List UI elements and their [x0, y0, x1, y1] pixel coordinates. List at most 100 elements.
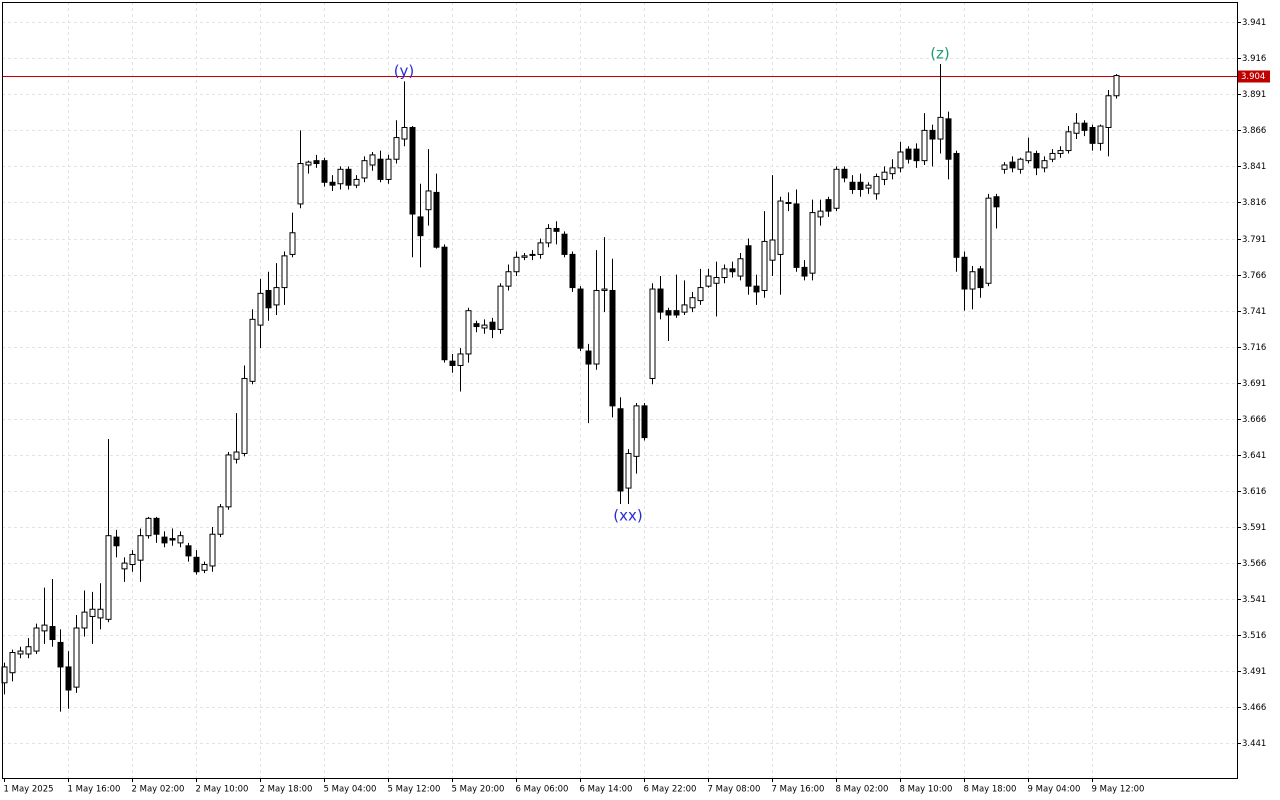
candle-body: [1009, 161, 1016, 169]
candle: [113, 529, 120, 558]
candle: [225, 452, 232, 510]
candle-body: [825, 199, 832, 212]
candle-body: [313, 160, 320, 165]
candle: [17, 646, 24, 659]
candle: [433, 173, 440, 249]
candle: [953, 150, 960, 272]
candle: [569, 251, 576, 292]
x-tick-label: 6 May 22:00: [644, 785, 697, 795]
candle-body: [1073, 122, 1080, 134]
candle: [89, 591, 96, 644]
candle: [369, 152, 376, 171]
candle: [761, 211, 768, 298]
candle-body: [89, 608, 96, 617]
candle-body: [473, 323, 480, 328]
candle: [57, 629, 64, 712]
candle: [1081, 120, 1088, 137]
candle: [473, 320, 480, 333]
candle-body: [57, 641, 64, 668]
candle: [409, 126, 416, 258]
x-tick-label: 6 May 14:00: [580, 785, 633, 795]
candle-body: [809, 212, 816, 274]
candle: [105, 439, 112, 623]
candle-body: [897, 151, 904, 169]
candle: [977, 265, 984, 298]
candle-body: [1105, 95, 1112, 128]
x-tick-label: 8 May 02:00: [836, 785, 889, 795]
candle: [9, 649, 16, 682]
y-tick-label: 3.766: [1242, 271, 1266, 281]
candle: [129, 550, 136, 572]
y-tick-label: 3.616: [1242, 487, 1266, 497]
candle: [321, 157, 328, 187]
candle-body: [753, 285, 760, 293]
candle: [881, 166, 888, 186]
candle: [1073, 113, 1080, 140]
candle-body: [481, 324, 488, 329]
candle-body: [393, 137, 400, 160]
candle: [457, 348, 464, 392]
candle-body: [25, 646, 32, 655]
candle-body: [729, 268, 736, 273]
candle: [185, 542, 192, 562]
candle-body: [665, 310, 672, 316]
candle-body: [1049, 152, 1056, 160]
candle-body: [497, 285, 504, 330]
candle-body: [769, 239, 776, 261]
candle: [993, 193, 1000, 229]
candle-body: [881, 171, 888, 180]
candle: [505, 264, 512, 291]
candle-body: [9, 652, 16, 674]
candle: [849, 175, 856, 194]
candle: [1017, 157, 1024, 174]
candle: [705, 268, 712, 288]
candle-body: [577, 288, 584, 349]
candle: [585, 343, 592, 424]
candle: [633, 402, 640, 474]
candle-body: [249, 318, 256, 382]
candle-body: [305, 161, 312, 166]
candle-body: [545, 227, 552, 244]
candle: [649, 283, 656, 385]
candle: [833, 166, 840, 212]
x-tick-label: 2 May 02:00: [132, 785, 185, 795]
candle-body: [225, 454, 232, 508]
candle: [449, 353, 456, 373]
candle: [241, 365, 248, 457]
candle: [937, 64, 944, 154]
candle-body: [297, 163, 304, 205]
candle: [721, 264, 728, 284]
candle-body: [1041, 160, 1048, 169]
x-tick-label: 6 May 06:00: [516, 785, 569, 795]
candle-body: [601, 288, 608, 291]
candle-body: [617, 408, 624, 492]
candle-body: [697, 287, 704, 302]
candle-body: [73, 627, 80, 688]
candle-body: [369, 154, 376, 166]
candle-body: [409, 126, 416, 215]
candle: [529, 250, 536, 261]
candle-body: [609, 289, 616, 407]
x-tick-label: 5 May 20:00: [452, 785, 505, 795]
x-tick-label: 2 May 10:00: [196, 785, 249, 795]
candle-body: [1033, 152, 1040, 169]
candle: [121, 557, 128, 582]
x-tick-label: 8 May 18:00: [964, 785, 1017, 795]
candle: [769, 175, 776, 277]
y-tick-label: 3.816: [1242, 198, 1266, 208]
candle: [657, 276, 664, 320]
candle-body: [217, 506, 224, 535]
y-tick-label: 3.566: [1242, 559, 1266, 569]
candle-body: [97, 608, 104, 619]
candle: [513, 251, 520, 277]
candle: [697, 268, 704, 305]
candle-body: [649, 288, 656, 379]
plot-frame: [2, 2, 1238, 779]
candle: [201, 561, 208, 574]
candle-body: [865, 184, 872, 189]
x-tick-label: 7 May 08:00: [708, 785, 761, 795]
candle: [177, 531, 184, 548]
y-tick-label: 3.866: [1242, 126, 1266, 136]
candle-body: [273, 287, 280, 306]
